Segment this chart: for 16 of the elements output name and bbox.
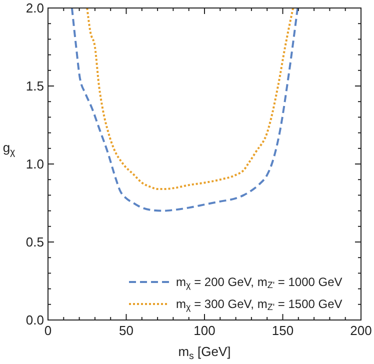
line-series xyxy=(70,8,299,212)
y-tick-label: 2.0 xyxy=(26,0,44,16)
x-tick-label: 200 xyxy=(350,323,372,338)
y-tick-label: 1.5 xyxy=(26,78,44,94)
y-tick-label: 1.0 xyxy=(26,156,44,172)
x-tick-label: 50 xyxy=(119,323,134,338)
x-tick-label: 150 xyxy=(272,323,294,338)
y-axis-title: g$_{χ}$ xyxy=(2,140,16,158)
legend-label: m$_{χ}$ = 300 GeV, m$_{Z'}$ = 1500 GeV xyxy=(176,297,342,312)
y-tick-label: 0.5 xyxy=(26,234,44,250)
legend-label: m$_{χ}$ = 200 GeV, m$_{Z'}$ = 1000 GeV xyxy=(176,275,342,290)
x-tick-label: 100 xyxy=(194,323,216,338)
x-tick-label: 0 xyxy=(44,323,52,338)
y-tick-label: 0.0 xyxy=(26,312,44,328)
x-axis-title: m$_{s}$ [GeV] xyxy=(178,344,231,362)
line-series xyxy=(86,8,294,190)
